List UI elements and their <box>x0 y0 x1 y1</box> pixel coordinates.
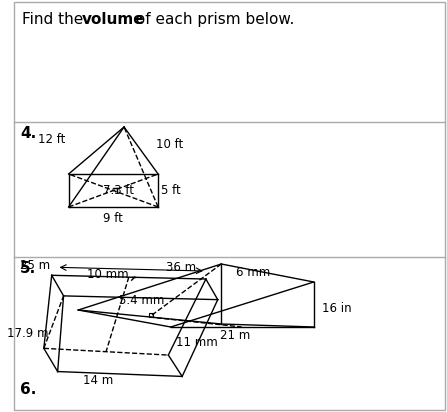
Text: 36 m: 36 m <box>166 261 196 274</box>
Text: 25 m: 25 m <box>20 259 50 272</box>
Text: 21 m: 21 m <box>219 328 250 342</box>
Text: of each prism below.: of each prism below. <box>131 12 294 27</box>
Text: 10 mm: 10 mm <box>87 267 129 281</box>
Text: 5.4 mm: 5.4 mm <box>119 293 164 307</box>
Text: 14 m: 14 m <box>83 374 114 386</box>
Text: 5 ft: 5 ft <box>161 183 181 197</box>
Text: Find the: Find the <box>22 12 88 27</box>
Text: volume: volume <box>82 12 145 27</box>
Text: 10 ft: 10 ft <box>156 138 183 150</box>
Text: 11 mm: 11 mm <box>176 336 218 349</box>
Text: 17.9 m: 17.9 m <box>8 327 49 340</box>
Text: 4.: 4. <box>20 126 36 141</box>
Text: 16 in: 16 in <box>321 302 351 316</box>
Text: 6.: 6. <box>20 382 36 397</box>
Text: 6 mm: 6 mm <box>236 265 270 279</box>
Text: 12 ft: 12 ft <box>38 133 66 145</box>
Text: 5.: 5. <box>20 261 36 276</box>
Text: 9 ft: 9 ft <box>103 212 123 225</box>
Text: 7.3 ft: 7.3 ft <box>103 183 134 197</box>
